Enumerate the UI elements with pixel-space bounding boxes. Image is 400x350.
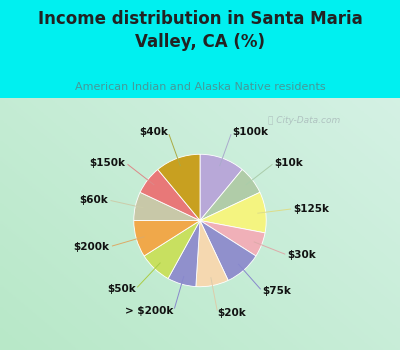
Text: $125k: $125k [293,204,329,214]
Wedge shape [200,192,266,233]
Text: ⓘ City-Data.com: ⓘ City-Data.com [268,116,340,125]
Wedge shape [134,192,200,220]
Wedge shape [200,220,265,256]
Text: $50k: $50k [107,284,136,294]
Text: $10k: $10k [274,158,303,168]
Text: $200k: $200k [74,242,110,252]
Text: American Indian and Alaska Native residents: American Indian and Alaska Native reside… [75,82,325,92]
Text: $150k: $150k [90,158,126,168]
Text: Income distribution in Santa Maria
Valley, CA (%): Income distribution in Santa Maria Valle… [38,10,362,51]
Text: $75k: $75k [262,286,291,296]
Wedge shape [168,220,200,287]
Wedge shape [140,169,200,220]
Text: $40k: $40k [139,127,168,137]
Wedge shape [158,154,200,220]
Wedge shape [200,220,256,280]
Wedge shape [200,154,242,220]
Wedge shape [200,169,260,220]
Text: $100k: $100k [232,127,268,137]
Text: $20k: $20k [218,308,246,318]
Wedge shape [196,220,228,287]
Wedge shape [134,220,200,256]
Text: $60k: $60k [80,195,108,205]
Text: > $200k: > $200k [125,306,174,316]
Wedge shape [144,220,200,279]
Text: $30k: $30k [288,250,316,260]
